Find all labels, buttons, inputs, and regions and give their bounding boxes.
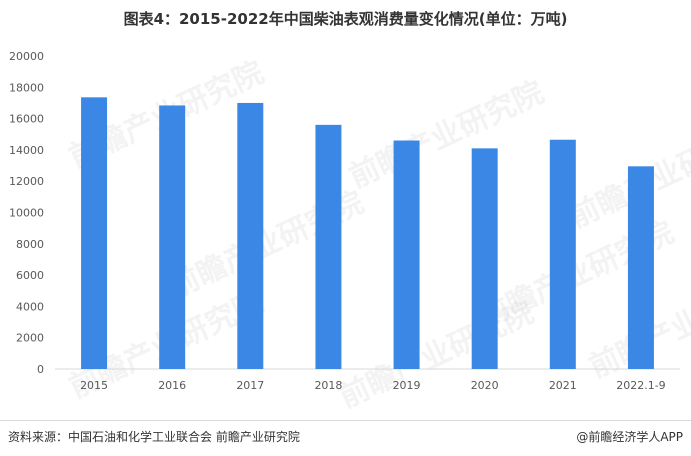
bar-2015 — [81, 97, 108, 369]
bar-2017 — [237, 102, 264, 369]
y-tick-label: 16000 — [9, 113, 44, 126]
x-tick-label: 2021 — [549, 379, 577, 392]
y-tick-label: 18000 — [9, 81, 44, 94]
bar-2019 — [393, 140, 420, 369]
y-tick-label: 12000 — [9, 175, 44, 188]
x-tick-label: 2017 — [236, 379, 264, 392]
x-tick-label: 2022.1-9 — [616, 379, 665, 392]
source-note: 资料来源：中国石油和化学工业联合会 前瞻产业研究院 — [8, 430, 300, 444]
x-tick-label: 2019 — [393, 379, 421, 392]
y-tick-label: 4000 — [16, 300, 44, 313]
bar-chart: 0 2000 4000 6000 8000 10000 12000 14000 16000 180… — [9, 50, 680, 392]
bar-2018 — [315, 124, 342, 369]
x-tick-label: 2018 — [314, 379, 342, 392]
y-tick-label: 0 — [37, 363, 44, 376]
y-tick-label: 14000 — [9, 144, 44, 157]
x-tick-label: 2020 — [471, 379, 499, 392]
chart-title: 图表4：2015-2022年中国柴油表观消费量变化情况(单位：万吨) — [123, 10, 568, 28]
x-tick-label: 2015 — [80, 379, 108, 392]
bar-2020 — [471, 148, 498, 369]
y-tick-label: 20000 — [9, 50, 44, 63]
bar-2022.1-9 — [627, 166, 654, 369]
y-tick-label: 8000 — [16, 238, 44, 251]
y-tick-label: 2000 — [16, 332, 44, 345]
x-tick-label: 2016 — [158, 379, 186, 392]
bar-2016 — [159, 105, 186, 369]
footer-divider — [0, 420, 691, 421]
y-tick-label: 6000 — [16, 269, 44, 282]
y-tick-label: 10000 — [9, 207, 44, 220]
bar-2021 — [549, 139, 576, 369]
credit-note: @前瞻经济学人APP — [576, 430, 683, 444]
